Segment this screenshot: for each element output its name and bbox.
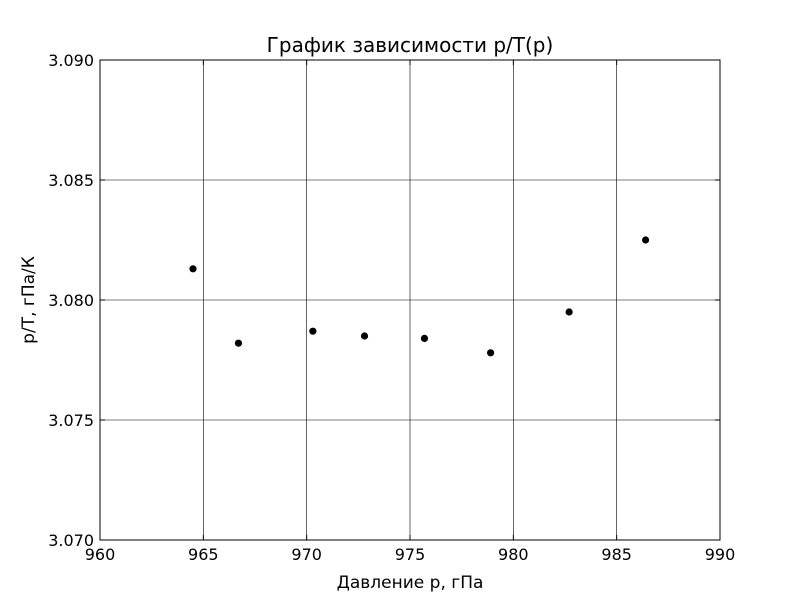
y-tick-label: 3.085 (48, 171, 94, 190)
x-axis-label: Давление p, гПа (337, 573, 484, 593)
y-axis-label: p/T, гПа/К (19, 256, 39, 344)
x-tick-label: 990 (705, 545, 736, 564)
data-point (487, 349, 495, 357)
data-point (642, 236, 650, 244)
grid-lines (100, 60, 720, 540)
y-tick-label: 3.090 (48, 51, 94, 70)
x-tick-label: 960 (85, 545, 116, 564)
x-tick-label: 980 (498, 545, 529, 564)
y-tick-label: 3.075 (48, 411, 94, 430)
x-axis-ticks: 960 965 970 975 980 985 990 (85, 60, 736, 564)
chart-title: График зависимости p/T(p) (267, 33, 554, 57)
data-point (360, 332, 369, 340)
data-point (420, 334, 429, 342)
x-tick-label: 985 (601, 545, 632, 564)
data-point (234, 339, 243, 347)
data-point (309, 327, 317, 335)
data-points (189, 236, 650, 357)
x-tick-label: 965 (188, 545, 219, 564)
y-tick-label: 3.080 (48, 291, 94, 310)
data-point (565, 308, 573, 316)
y-tick-label: 3.070 (48, 531, 94, 550)
y-axis-ticks: 3.070 3.075 3.080 3.085 3.090 (48, 51, 720, 550)
x-tick-label: 970 (291, 545, 322, 564)
data-point (189, 265, 197, 273)
x-tick-label: 975 (395, 545, 426, 564)
